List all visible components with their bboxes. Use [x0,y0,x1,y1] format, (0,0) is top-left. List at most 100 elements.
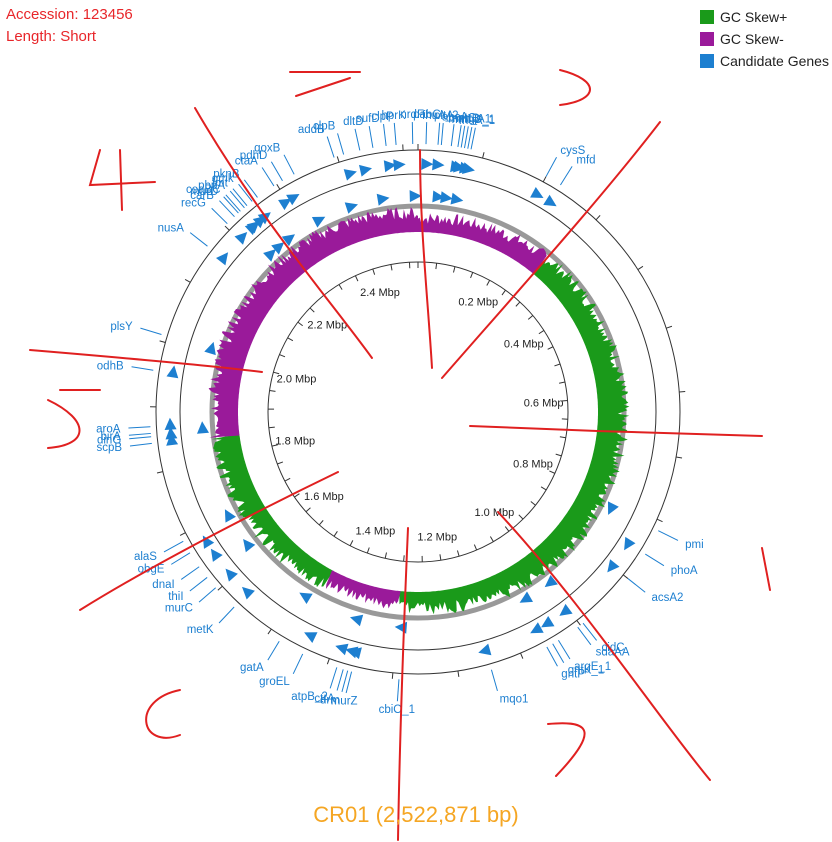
gene-arrow-mfd[interactable] [543,194,557,207]
gene-label-mfd[interactable]: mfd [576,155,595,167]
gene-arrow-sdaAA[interactable] [559,603,573,616]
gene-label-gatA[interactable]: gatA [240,662,264,674]
gene-arrow-mqo1[interactable] [478,643,492,656]
gene-label-dinG[interactable]: dinG [97,435,121,447]
gene-label-clpP[interactable]: clpP [371,111,394,123]
gene-arrow-hprK[interactable] [393,159,406,172]
gene-label-pmi[interactable]: pmi [685,539,704,551]
legend-item-gc-skew-minus[interactable]: GC Skew- [700,28,829,50]
gene-arrow-mnh_A1[interactable] [450,192,464,205]
gene-label-pbpA[interactable]: pbpA [198,180,225,192]
gene-arrow-gatA[interactable] [299,592,313,604]
gene-arrow-pabC[interactable] [421,158,434,170]
gene-label-gntP[interactable]: gntP [561,668,585,680]
gene-label-fhuA_1[interactable]: fhuA_1 [459,115,495,127]
gene-label-alaS[interactable]: alaS [134,551,157,563]
gene-label-gmk[interactable]: gmk [212,173,234,185]
gene-label-pabC[interactable]: pabC [413,109,441,121]
gene-label-abcA[interactable]: abcA [442,111,469,123]
gene-arrow-aroA[interactable] [164,417,177,430]
gene-arrow-pbpA[interactable] [271,242,285,255]
gene-arrow-phoA[interactable] [624,536,636,551]
gene-arrow-gntK_1[interactable] [519,591,533,603]
gene-arrow-ctaA[interactable] [278,198,292,211]
gene-arrow-cbiO_1[interactable] [394,621,408,634]
gene-arrow-addB[interactable] [344,202,358,214]
gene-arrow-dinG[interactable] [165,426,178,440]
gene-label-sufD[interactable]: sufD [356,113,380,125]
gene-arrow-plsY[interactable] [204,341,216,356]
gene-label-cbiO_1[interactable]: cbiO_1 [379,704,415,716]
gene-label-fhuA_2[interactable]: fhuA_2 [422,110,458,122]
gene-label-hprK[interactable]: hprK [381,110,406,122]
gene-arrow-dltD[interactable] [359,164,372,177]
gene-label-plsY[interactable]: plsY [110,321,133,333]
gene-label-mnh_A1[interactable]: mnh_A1 [448,114,491,126]
gene-label-atpB_2[interactable]: atpB_2 [291,691,327,703]
gene-arrow-ctrA[interactable] [350,614,364,627]
gene-label-dltD[interactable]: dltD [343,116,363,128]
gene-label-qoxB[interactable]: qoxB [254,143,281,155]
gene-arrow-nusA[interactable] [216,252,229,266]
gene-label-thiI[interactable]: thiI [168,591,183,603]
gene-label-groEL[interactable]: groEL [259,676,290,688]
gene-arrow-scpB[interactable] [166,433,179,446]
gene-label-aroA[interactable]: aroA [96,423,121,435]
gene-arrow-odhB[interactable] [166,365,179,379]
gene-label-ctaA[interactable]: ctaA [235,156,258,168]
gene-arrow-pdhD[interactable] [286,194,300,206]
gene-arrow-murZ[interactable] [348,647,362,660]
gene-label-carB[interactable]: carB [190,190,214,202]
gene-arrow-pmi[interactable] [608,501,619,515]
gene-label-mnhD_1[interactable]: mnhD_1 [452,114,495,126]
gene-label-acsA2[interactable]: acsA2 [651,592,683,604]
gene-label-coaBC[interactable]: coaBC [186,184,221,196]
gene-arrow-gntP[interactable] [530,622,544,634]
gene-label-odhB[interactable]: odhB [97,361,124,373]
gene-label-phoA[interactable]: phoA [671,565,698,577]
legend-item-gc-skew-plus[interactable]: GC Skew+ [700,6,829,28]
gene-arrow-dnaI[interactable] [210,548,223,562]
gene-label-dnaI[interactable]: dnaI [152,579,174,591]
gene-arrow-metK[interactable] [242,586,255,600]
gene-label-fmt[interactable]: fmt [212,178,229,190]
gene-label-clpB[interactable]: clpB [313,121,336,133]
gene-label-recG[interactable]: recG [181,198,206,210]
gene-label-ctrA[interactable]: ctrA [314,693,335,705]
gene-label-murC[interactable]: murC [165,602,193,614]
gene-arrow-pitA[interactable] [432,190,445,203]
gene-arrow-mntB[interactable] [453,160,466,173]
gene-label-cysS[interactable]: cysS [560,145,585,157]
gene-arrow-carB[interactable] [263,249,276,262]
gene-arrow-fhuA_1[interactable] [462,162,475,174]
legend-item-candidate-genes[interactable]: Candidate Genes [700,50,829,72]
gene-arrow-thiI[interactable] [243,539,256,553]
gene-arrow-sufD[interactable] [376,193,390,206]
gene-label-murZ[interactable]: murZ [331,696,358,708]
gene-label-addB[interactable]: addB [298,124,325,136]
gene-label-pdhD[interactable]: pdhD [240,150,268,162]
gene-arrow-nrdF[interactable] [409,190,422,203]
gene-label-mntC[interactable]: mntC [449,112,476,124]
gene-label-gntK_1[interactable]: gntK_1 [568,665,604,677]
gene-arrow-pknB[interactable] [281,234,295,247]
gene-label-metK[interactable]: metK [187,624,214,636]
gene-arrow-abcA[interactable] [440,191,453,204]
gene-arrow-argE_1[interactable] [541,616,555,628]
gene-label-birA[interactable]: birA [101,431,122,443]
gene-label-scpB[interactable]: scpB [96,442,122,454]
gene-label-pitA[interactable]: pitA [434,110,454,122]
gene-label-murD[interactable]: murD [190,186,218,198]
gene-arrow-recG[interactable] [234,232,248,245]
gene-arrow-cidC[interactable] [544,575,558,588]
gene-arrow-murD[interactable] [244,222,258,236]
gene-label-drm[interactable]: drm [320,695,340,707]
gene-arrow-clpP[interactable] [383,160,397,173]
gene-arrow-fhuA_2[interactable] [432,158,445,171]
gene-label-mntB[interactable]: mntB [453,113,480,125]
gene-arrow-qoxB[interactable] [311,216,326,228]
gene-label-mqo1[interactable]: mqo1 [500,694,529,706]
gene-arrow-cysS[interactable] [530,187,544,198]
gene-label-argE_1[interactable]: argE_1 [574,661,611,673]
gene-arrow-fmt[interactable] [252,215,266,229]
